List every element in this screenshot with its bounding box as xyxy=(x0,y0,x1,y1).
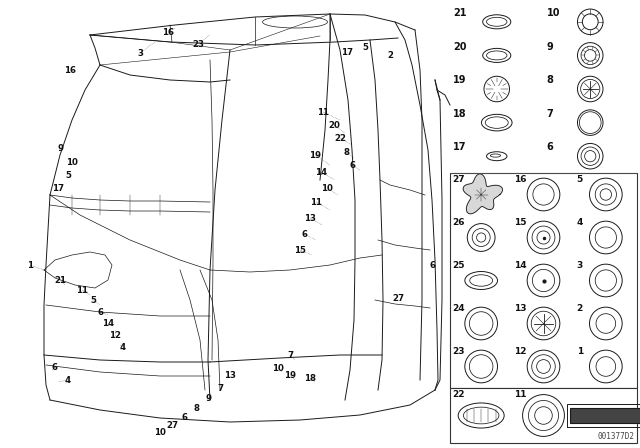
Text: 15: 15 xyxy=(294,246,306,254)
Text: 19: 19 xyxy=(284,370,296,379)
Text: 13: 13 xyxy=(304,214,316,223)
Text: 20: 20 xyxy=(453,42,467,52)
Text: 6: 6 xyxy=(97,307,103,316)
Text: 17: 17 xyxy=(52,184,64,193)
Text: 27: 27 xyxy=(452,175,465,184)
Text: 7: 7 xyxy=(217,383,223,392)
Text: 8: 8 xyxy=(343,147,349,156)
Text: 4: 4 xyxy=(65,375,71,384)
Text: 12: 12 xyxy=(515,347,527,356)
Bar xyxy=(450,388,637,443)
Text: 11: 11 xyxy=(76,285,88,294)
Text: 16: 16 xyxy=(64,65,76,74)
Text: 5: 5 xyxy=(577,175,583,184)
Text: 4: 4 xyxy=(577,218,583,227)
Text: 17: 17 xyxy=(341,47,353,56)
Text: 23: 23 xyxy=(192,39,204,48)
Text: 5: 5 xyxy=(362,43,368,52)
Text: 2: 2 xyxy=(387,51,393,60)
Text: 17: 17 xyxy=(453,142,467,152)
Text: 5: 5 xyxy=(90,296,96,305)
Text: 16: 16 xyxy=(162,27,174,36)
Text: 27: 27 xyxy=(392,293,404,302)
Text: 12: 12 xyxy=(109,331,121,340)
Text: 18: 18 xyxy=(453,109,467,119)
Text: 22: 22 xyxy=(452,390,465,399)
Text: 18: 18 xyxy=(304,374,316,383)
Bar xyxy=(570,408,640,423)
Text: 4: 4 xyxy=(120,343,126,352)
Text: 13: 13 xyxy=(515,304,527,313)
Text: 8: 8 xyxy=(547,75,554,85)
Text: 6: 6 xyxy=(181,413,187,422)
Text: 001377D2: 001377D2 xyxy=(598,432,635,441)
Text: 20: 20 xyxy=(328,121,340,129)
Text: 27: 27 xyxy=(166,421,178,430)
Text: 6: 6 xyxy=(52,362,58,371)
Text: 11: 11 xyxy=(515,390,527,399)
Text: 2: 2 xyxy=(577,304,583,313)
Text: 16: 16 xyxy=(515,175,527,184)
Text: 6: 6 xyxy=(349,160,355,169)
Text: 1: 1 xyxy=(27,260,33,270)
Text: 6: 6 xyxy=(430,260,436,270)
Text: 24: 24 xyxy=(452,304,465,313)
Text: 6: 6 xyxy=(547,142,553,152)
Text: 9: 9 xyxy=(547,42,553,52)
Text: 9: 9 xyxy=(205,393,211,402)
Text: 8: 8 xyxy=(193,404,199,413)
Text: 15: 15 xyxy=(515,218,527,227)
Text: 9: 9 xyxy=(57,143,63,152)
Bar xyxy=(450,173,637,388)
Text: 13: 13 xyxy=(224,370,236,379)
Text: 10: 10 xyxy=(547,8,560,18)
Text: 21: 21 xyxy=(54,276,66,284)
Text: 5: 5 xyxy=(65,171,71,180)
Text: 14: 14 xyxy=(515,261,527,270)
Text: 14: 14 xyxy=(315,168,327,177)
Text: 10: 10 xyxy=(154,427,166,436)
Text: 10: 10 xyxy=(66,158,78,167)
Text: 19: 19 xyxy=(309,151,321,159)
Text: 1: 1 xyxy=(577,347,583,356)
Bar xyxy=(568,404,640,427)
Text: 3: 3 xyxy=(577,261,583,270)
Polygon shape xyxy=(463,174,502,214)
Text: 14: 14 xyxy=(102,319,114,327)
Text: 25: 25 xyxy=(452,261,465,270)
Text: 11: 11 xyxy=(317,108,329,116)
Text: 23: 23 xyxy=(452,347,465,356)
Text: 7: 7 xyxy=(547,109,553,119)
Text: 10: 10 xyxy=(272,363,284,372)
Text: 21: 21 xyxy=(453,8,467,18)
Text: 10: 10 xyxy=(321,184,333,193)
Text: 6: 6 xyxy=(301,229,307,238)
Text: 22: 22 xyxy=(334,134,346,142)
Text: 3: 3 xyxy=(137,48,143,57)
Text: 19: 19 xyxy=(453,75,467,85)
Text: 7: 7 xyxy=(287,350,293,359)
Text: 11: 11 xyxy=(310,198,322,207)
Text: 26: 26 xyxy=(452,218,465,227)
